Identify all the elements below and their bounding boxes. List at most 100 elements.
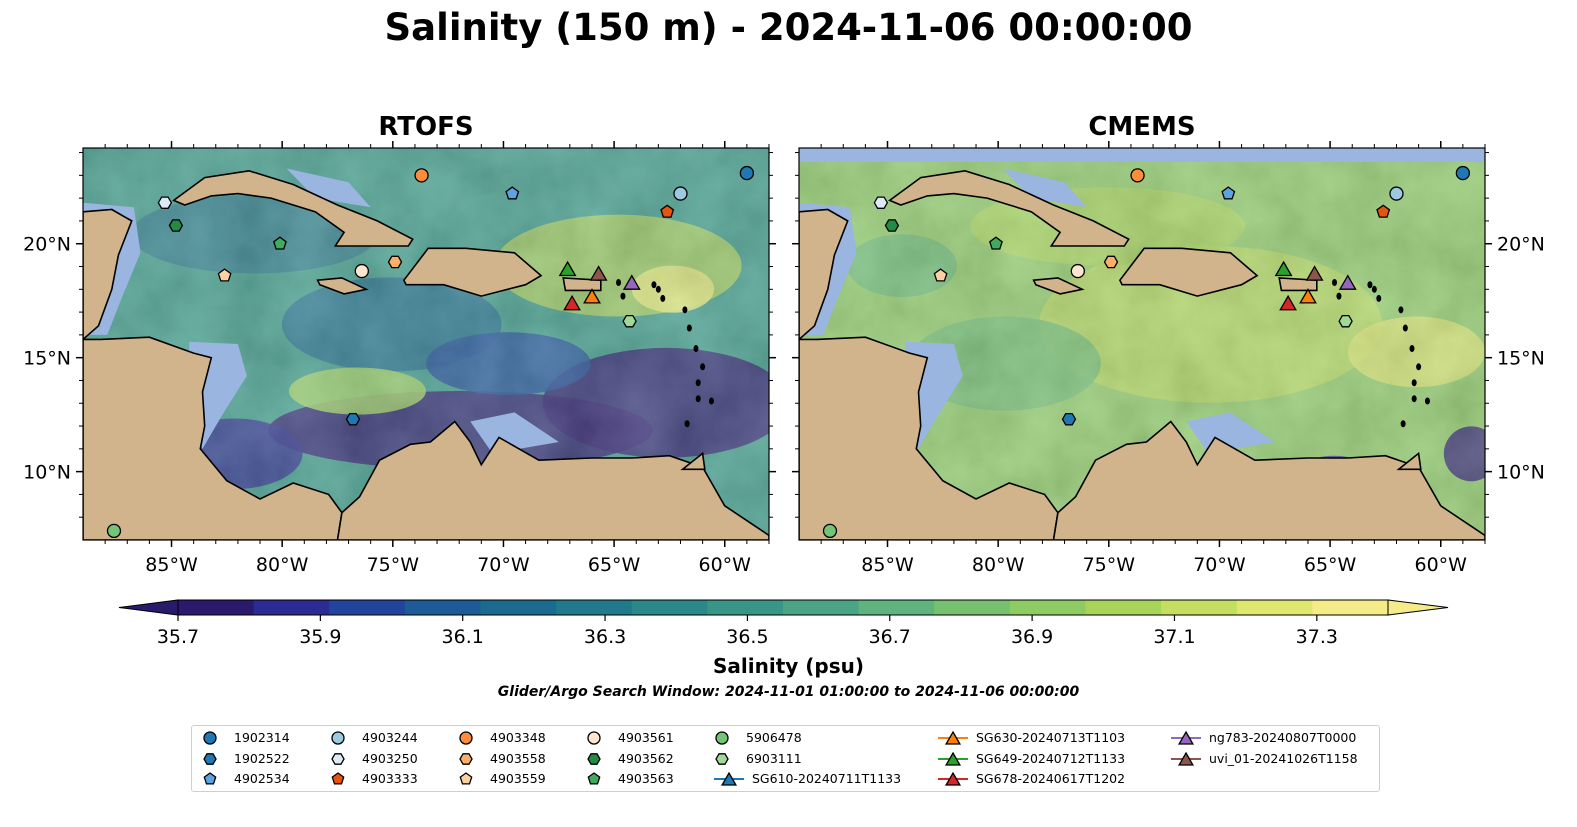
colorbar-tick-label: 37.3: [1296, 626, 1338, 648]
legend-label: 4903250: [362, 750, 418, 766]
colorbar-segment: [253, 600, 330, 615]
legend-label: ng783-20240807T0000: [1209, 730, 1357, 745]
land-puertorico: [562, 277, 602, 292]
marker-SG630-20240713T1103: [583, 288, 601, 304]
colorbar-label: Salinity (psu): [712, 654, 864, 678]
colorbar: 35.7 35.9 36.1 36.3 36.5 36.7 36.9 37.1 37.3: [118, 599, 1449, 648]
lon-tick-label: 80°W: [256, 554, 309, 576]
marker-SG630-20240713T1103: [1299, 288, 1317, 304]
colorbar-segment: [1085, 600, 1162, 615]
search-window-note: Glider/Argo Search Window: 2024-11-01 01…: [497, 684, 1080, 700]
legend-label: 4903333: [362, 771, 418, 786]
land-puertorico: [1278, 277, 1318, 292]
legend-label: 4903244: [362, 730, 418, 745]
panel-title-rtofs: RTOFS: [378, 112, 474, 142]
marker-4903558: [387, 255, 403, 269]
marker-SG678-20240617T1202: [1279, 294, 1297, 311]
marker-ng783-20240807T0000: [1338, 274, 1357, 290]
colorbar-tick-label: 36.3: [584, 626, 626, 648]
marker-SG649-20240712T1133: [558, 260, 577, 277]
marker-4903562: [884, 219, 900, 232]
colorbar-segment: [1161, 600, 1238, 615]
circle-marker-icon: [331, 731, 345, 745]
pentagon-marker-icon: [587, 772, 601, 785]
circle-marker-icon: [459, 731, 473, 745]
colorbar-segment: [480, 600, 557, 615]
colorbar-segment: [178, 600, 255, 615]
hexagon-marker-icon: [203, 752, 217, 765]
land-yucatan: [799, 208, 849, 341]
marker-SG678-20240617T1202: [563, 294, 581, 311]
land-trinidad: [680, 451, 706, 471]
marker-uvi_01-20241026T1158: [1305, 265, 1324, 281]
triangle-marker-icon: [938, 751, 968, 766]
legend: 1902314 1902522 4902534 4903244 4903250 49033…: [191, 725, 1380, 792]
lon-tick-label: 75°W: [1083, 554, 1136, 576]
colorbar-tick-label: 36.5: [726, 626, 768, 648]
land-cuba: [172, 169, 414, 247]
land-yucatan: [83, 208, 133, 341]
colorbar-segment: [556, 600, 633, 615]
land-cuba: [888, 169, 1130, 247]
pentagon-marker-icon: [459, 772, 473, 785]
lon-tick-label: 70°W: [477, 554, 530, 576]
marker-4903561: [1070, 263, 1085, 279]
legend-label: 4902534: [234, 771, 290, 786]
marker-4903333: [1376, 204, 1391, 218]
legend-label: SG649-20240712T1133: [976, 750, 1126, 766]
marker-4903561: [354, 263, 369, 279]
marker-4903348: [1130, 168, 1145, 183]
marker-5906478: [106, 523, 122, 539]
triangle-marker-icon: [1171, 751, 1201, 766]
marker-1902522: [345, 412, 361, 426]
circle-marker-icon: [203, 731, 217, 745]
marker-1902314: [739, 165, 755, 181]
colorbar-segment: [934, 600, 1011, 615]
marker-5906478: [822, 523, 838, 539]
lon-tick-label: 80°W: [972, 554, 1025, 576]
lon-tick-label: 60°W: [699, 554, 752, 576]
lon-tick-label: 70°W: [1193, 554, 1246, 576]
marker-4903562: [168, 219, 184, 232]
legend-label: SG630-20240713T1103: [976, 730, 1126, 745]
colorbar-tick-label: 36.1: [442, 626, 484, 648]
pentagon-marker-icon: [331, 772, 345, 785]
lon-tick-label: 75°W: [367, 554, 420, 576]
marker-4903563: [989, 236, 1003, 250]
land-jamaica: [1032, 277, 1085, 295]
legend-label: 4903563: [618, 771, 674, 786]
colorbar-segment: [1312, 600, 1389, 615]
marker-4903559: [933, 268, 948, 282]
colorbar-segment: [1009, 600, 1086, 615]
legend-label: 1902522: [234, 750, 290, 766]
lon-tick-label: 60°W: [1415, 554, 1468, 576]
colorbar-tick-label: 35.9: [299, 626, 341, 648]
lat-tick-label: 20°N: [1497, 234, 1545, 256]
figure-title: Salinity (150 m) - 2024-11-06 00:00:00: [384, 6, 1193, 49]
colorbar-tick-label: 37.1: [1153, 626, 1195, 648]
colorbar-segment: [1236, 600, 1313, 615]
marker-4903558: [1103, 255, 1119, 269]
map-panel-rtofs: 85°W 80°W 75°W 70°W 65°W 60°W 20°N 15°N 10°N: [23, 141, 776, 576]
land-southam: [336, 420, 769, 540]
lat-tick-label: 10°N: [23, 462, 71, 484]
triangle-marker-icon: [938, 730, 968, 745]
pentagon-marker-icon: [203, 772, 217, 785]
colorbar-segment: [404, 600, 481, 615]
circle-marker-icon: [715, 731, 729, 745]
colorbar-segment: [631, 600, 708, 615]
marker-uvi_01-20241026T1158: [589, 265, 608, 281]
hexagon-marker-icon: [459, 752, 473, 765]
colorbar-tick-label: 36.9: [1011, 626, 1053, 648]
marker-4903559: [217, 268, 232, 282]
lat-tick-label: 20°N: [23, 234, 71, 256]
legend-label: 6903111: [746, 750, 802, 766]
land-hispaniola: [1118, 247, 1259, 297]
legend-label: SG610-20240711T1133: [752, 771, 902, 786]
marker-4903348: [414, 168, 429, 183]
triangle-marker-icon: [1171, 730, 1201, 745]
colorbar-segment: [329, 600, 406, 615]
legend-label: 4903561: [618, 730, 674, 745]
colorbar-segment: [858, 600, 935, 615]
panel-title-cmems: CMEMS: [1088, 112, 1196, 142]
